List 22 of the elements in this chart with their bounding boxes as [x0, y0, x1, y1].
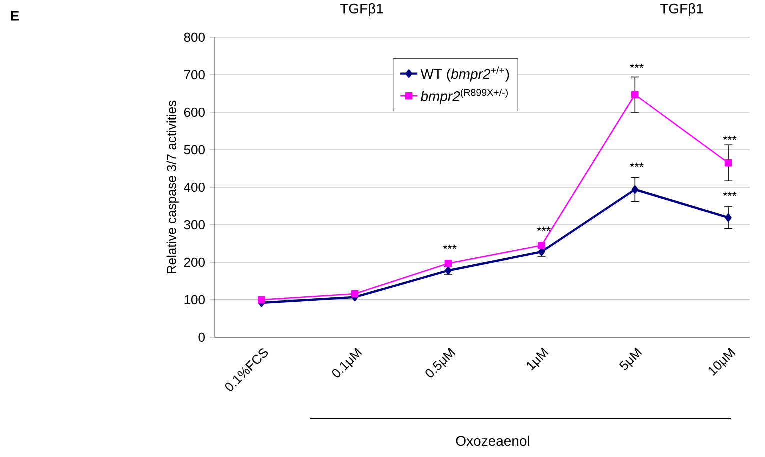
text: TGFβ1 [660, 3, 704, 17]
y-axis-title: Relative caspase 3/7 activities [166, 100, 179, 274]
legend-label: WT (bmpr2$^{+/+}$) [420, 66, 510, 82]
text: E [11, 11, 20, 21]
y-tick-label: 100 [184, 295, 205, 305]
y-tick-label: 600 [184, 108, 205, 118]
y-tick-label: 0 [198, 332, 205, 342]
y-tick-label: 400 [184, 182, 205, 192]
y-tick-label: 300 [184, 220, 205, 230]
annotation: *** [630, 64, 644, 68]
y-tick-label: 500 [184, 145, 205, 155]
annotation: *** [723, 136, 737, 140]
annotation: *** [630, 162, 644, 168]
legend-label: bmpr2$^{(R899X+/-)}$ [420, 88, 508, 104]
annotation: *** [723, 192, 737, 196]
text: TGFβ1 [340, 3, 384, 17]
y-tick-label: 700 [184, 70, 205, 80]
text: Oxozeaenol [456, 436, 530, 446]
annotation: *** [443, 244, 457, 250]
y-tick-label: 200 [184, 258, 205, 268]
y-tick-label: 800 [184, 32, 205, 42]
annotation: *** [537, 226, 551, 232]
